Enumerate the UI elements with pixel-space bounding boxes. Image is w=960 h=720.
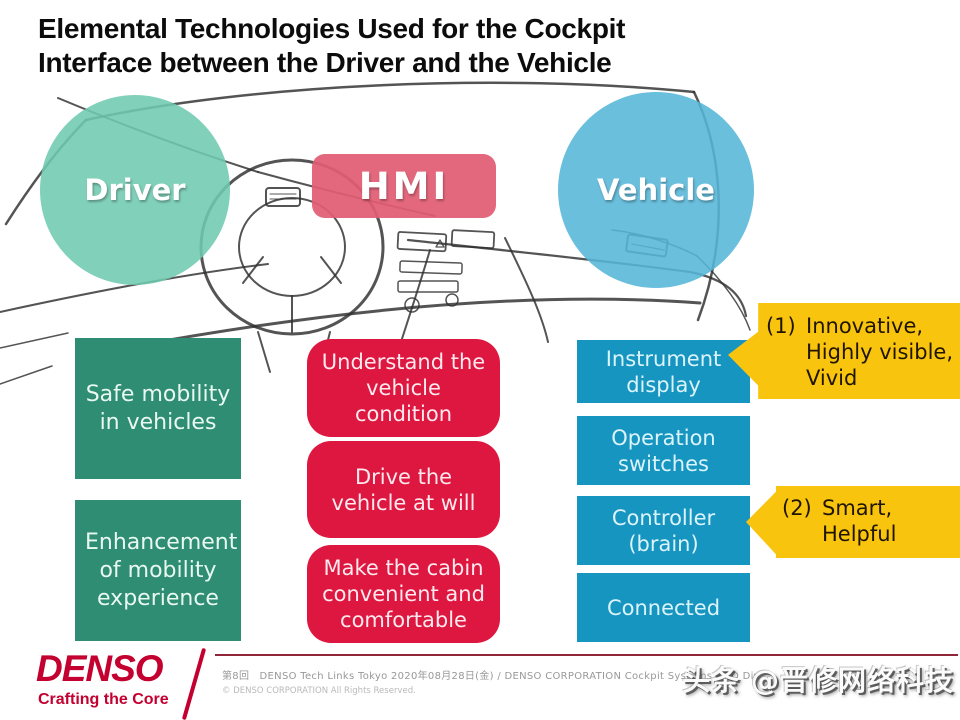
vehicle-component-box-4: Connected bbox=[577, 573, 750, 642]
vehicle-component-text-1: Instrument display bbox=[605, 346, 722, 397]
center-vent-right bbox=[450, 229, 496, 250]
vehicle-component-text-2: Operation switches bbox=[611, 425, 716, 476]
hmi-function-box-3: Make the cabin convenient and comfortabl… bbox=[307, 545, 500, 643]
driver-goal-box-1: Safe mobility in vehicles bbox=[75, 338, 241, 479]
footer-slash-divider bbox=[181, 647, 207, 720]
console-right-edge bbox=[504, 237, 549, 343]
hmi-function-text-3: Make the cabin convenient and comfortabl… bbox=[322, 556, 485, 632]
callout-2-prefix: (2) bbox=[782, 496, 812, 520]
driver-circle-label: Driver bbox=[84, 173, 186, 207]
radio-knob-right bbox=[445, 293, 459, 307]
callout-1-line-3: Vivid bbox=[806, 366, 858, 390]
slide-title-line2: Interface between the Driver and the Veh… bbox=[38, 47, 612, 78]
driver-goal-text-1: Safe mobility in vehicles bbox=[85, 381, 231, 435]
callout-1-line-1: Innovative, bbox=[806, 314, 924, 338]
callout-smart: (2) Smart, Helpful bbox=[746, 486, 960, 558]
vehicle-circle-label: Vehicle bbox=[597, 173, 715, 207]
callout-2-line-2: Helpful bbox=[822, 522, 897, 546]
callout-innovative: (1) Innovative, Highly visible, Vivid bbox=[728, 303, 960, 399]
radio-slot-2 bbox=[397, 280, 459, 293]
hmi-function-box-2: Drive the vehicle at will bbox=[307, 441, 500, 538]
steering-wheel-spokes bbox=[242, 256, 342, 333]
footer: DENSO Crafting the Core 第8回 DENSO Tech L… bbox=[0, 645, 960, 720]
vehicle-component-box-2: Operation switches bbox=[577, 416, 750, 485]
callout-2-lines: Smart, Helpful bbox=[822, 495, 956, 547]
footer-copyright: © DENSO CORPORATION All Rights Reserved. bbox=[222, 686, 416, 696]
driver-goal-text-2: Enhancement of mobility experience bbox=[85, 529, 238, 611]
footer-event-text: 第8回 DENSO Tech Links Tokyo 2020年08月28日(金… bbox=[222, 671, 760, 682]
driver-goal-box-2: Enhancement of mobility experience bbox=[75, 500, 241, 641]
center-vent-left bbox=[396, 231, 448, 253]
callout-1-lines: Innovative, Highly visible, Vivid bbox=[806, 313, 954, 391]
vehicle-component-text-4: Connected bbox=[606, 595, 721, 620]
slide-title: Elemental Technologies Used for the Cock… bbox=[38, 12, 625, 80]
footer-rule bbox=[215, 654, 958, 656]
vehicle-component-box-3: Controller (brain) bbox=[577, 496, 750, 565]
denso-tagline: Crafting the Core bbox=[38, 691, 169, 708]
slide-title-line1: Elemental Technologies Used for the Cock… bbox=[38, 13, 626, 44]
callout-1-prefix: (1) bbox=[766, 314, 796, 338]
left-dash-lines bbox=[0, 332, 69, 385]
radio-slot-1 bbox=[399, 260, 463, 275]
console-left-edge bbox=[399, 249, 431, 346]
hmi-function-text-2: Drive the vehicle at will bbox=[331, 464, 476, 515]
hazard-button bbox=[435, 239, 445, 248]
driver-circle: Driver bbox=[40, 95, 230, 285]
vehicle-component-box-1: Instrument display bbox=[577, 340, 750, 403]
callout-1-line-2: Highly visible, bbox=[806, 340, 953, 364]
hmi-pill-label: HMI bbox=[358, 164, 450, 208]
denso-logo: DENSO bbox=[36, 648, 164, 689]
cluster-display-lines bbox=[269, 193, 297, 200]
callout-2-line-1: Smart, bbox=[822, 496, 893, 520]
vehicle-circle: Vehicle bbox=[558, 92, 754, 288]
hmi-function-text-1: Understand the vehicle condition bbox=[321, 350, 486, 426]
hmi-function-box-1: Understand the vehicle condition bbox=[307, 339, 500, 437]
watermark: 头条 @晋修网络科技 bbox=[682, 664, 954, 697]
hmi-pill: HMI bbox=[312, 154, 496, 218]
cluster-display bbox=[265, 187, 301, 207]
vehicle-component-text-3: Controller (brain) bbox=[611, 505, 716, 556]
radio-knob-left bbox=[404, 297, 420, 313]
